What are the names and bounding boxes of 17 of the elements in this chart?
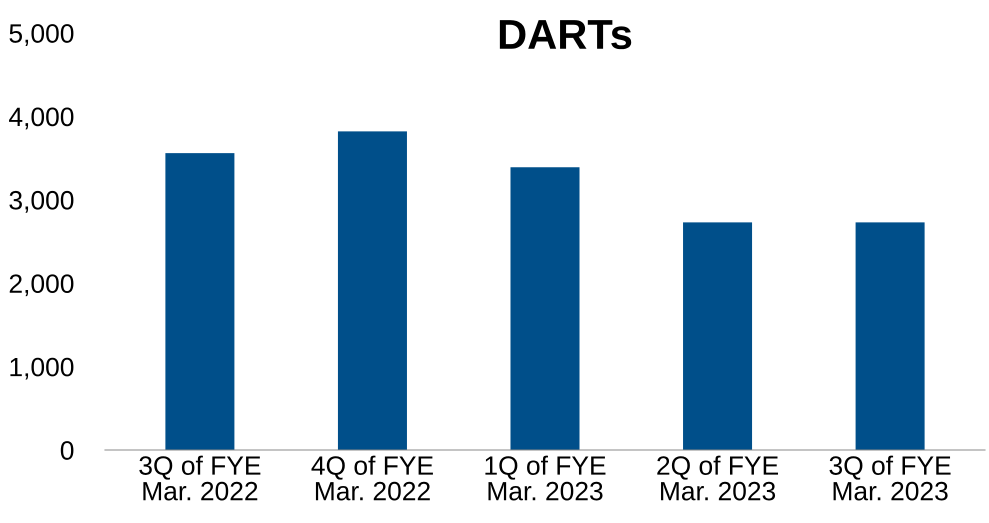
y-tick-label: 2,000: [10, 274, 74, 296]
bar: [683, 222, 752, 450]
x-tick-label: 3Q of FYE Mar. 2022: [139, 456, 260, 500]
bar: [338, 131, 407, 450]
x-tick-label: 2Q of FYE Mar. 2023: [657, 456, 778, 500]
x-tick-label: 1Q of FYE Mar. 2023: [485, 456, 606, 500]
y-tick-label: 0: [60, 441, 74, 460]
y-tick-label: 4,000: [9, 108, 74, 130]
bar: [510, 167, 580, 450]
y-tick-label: 1,000: [10, 358, 74, 380]
chart-title: DARTs: [500, 20, 632, 50]
y-tick-label: 5,000: [9, 24, 74, 46]
bar: [165, 153, 234, 450]
x-tick-label: 3Q of FYE Mar. 2023: [830, 456, 951, 500]
x-tick-label: 4Q of FYE Mar. 2022: [311, 456, 433, 500]
bar: [856, 222, 925, 450]
y-tick-label: 3,000: [9, 190, 74, 213]
